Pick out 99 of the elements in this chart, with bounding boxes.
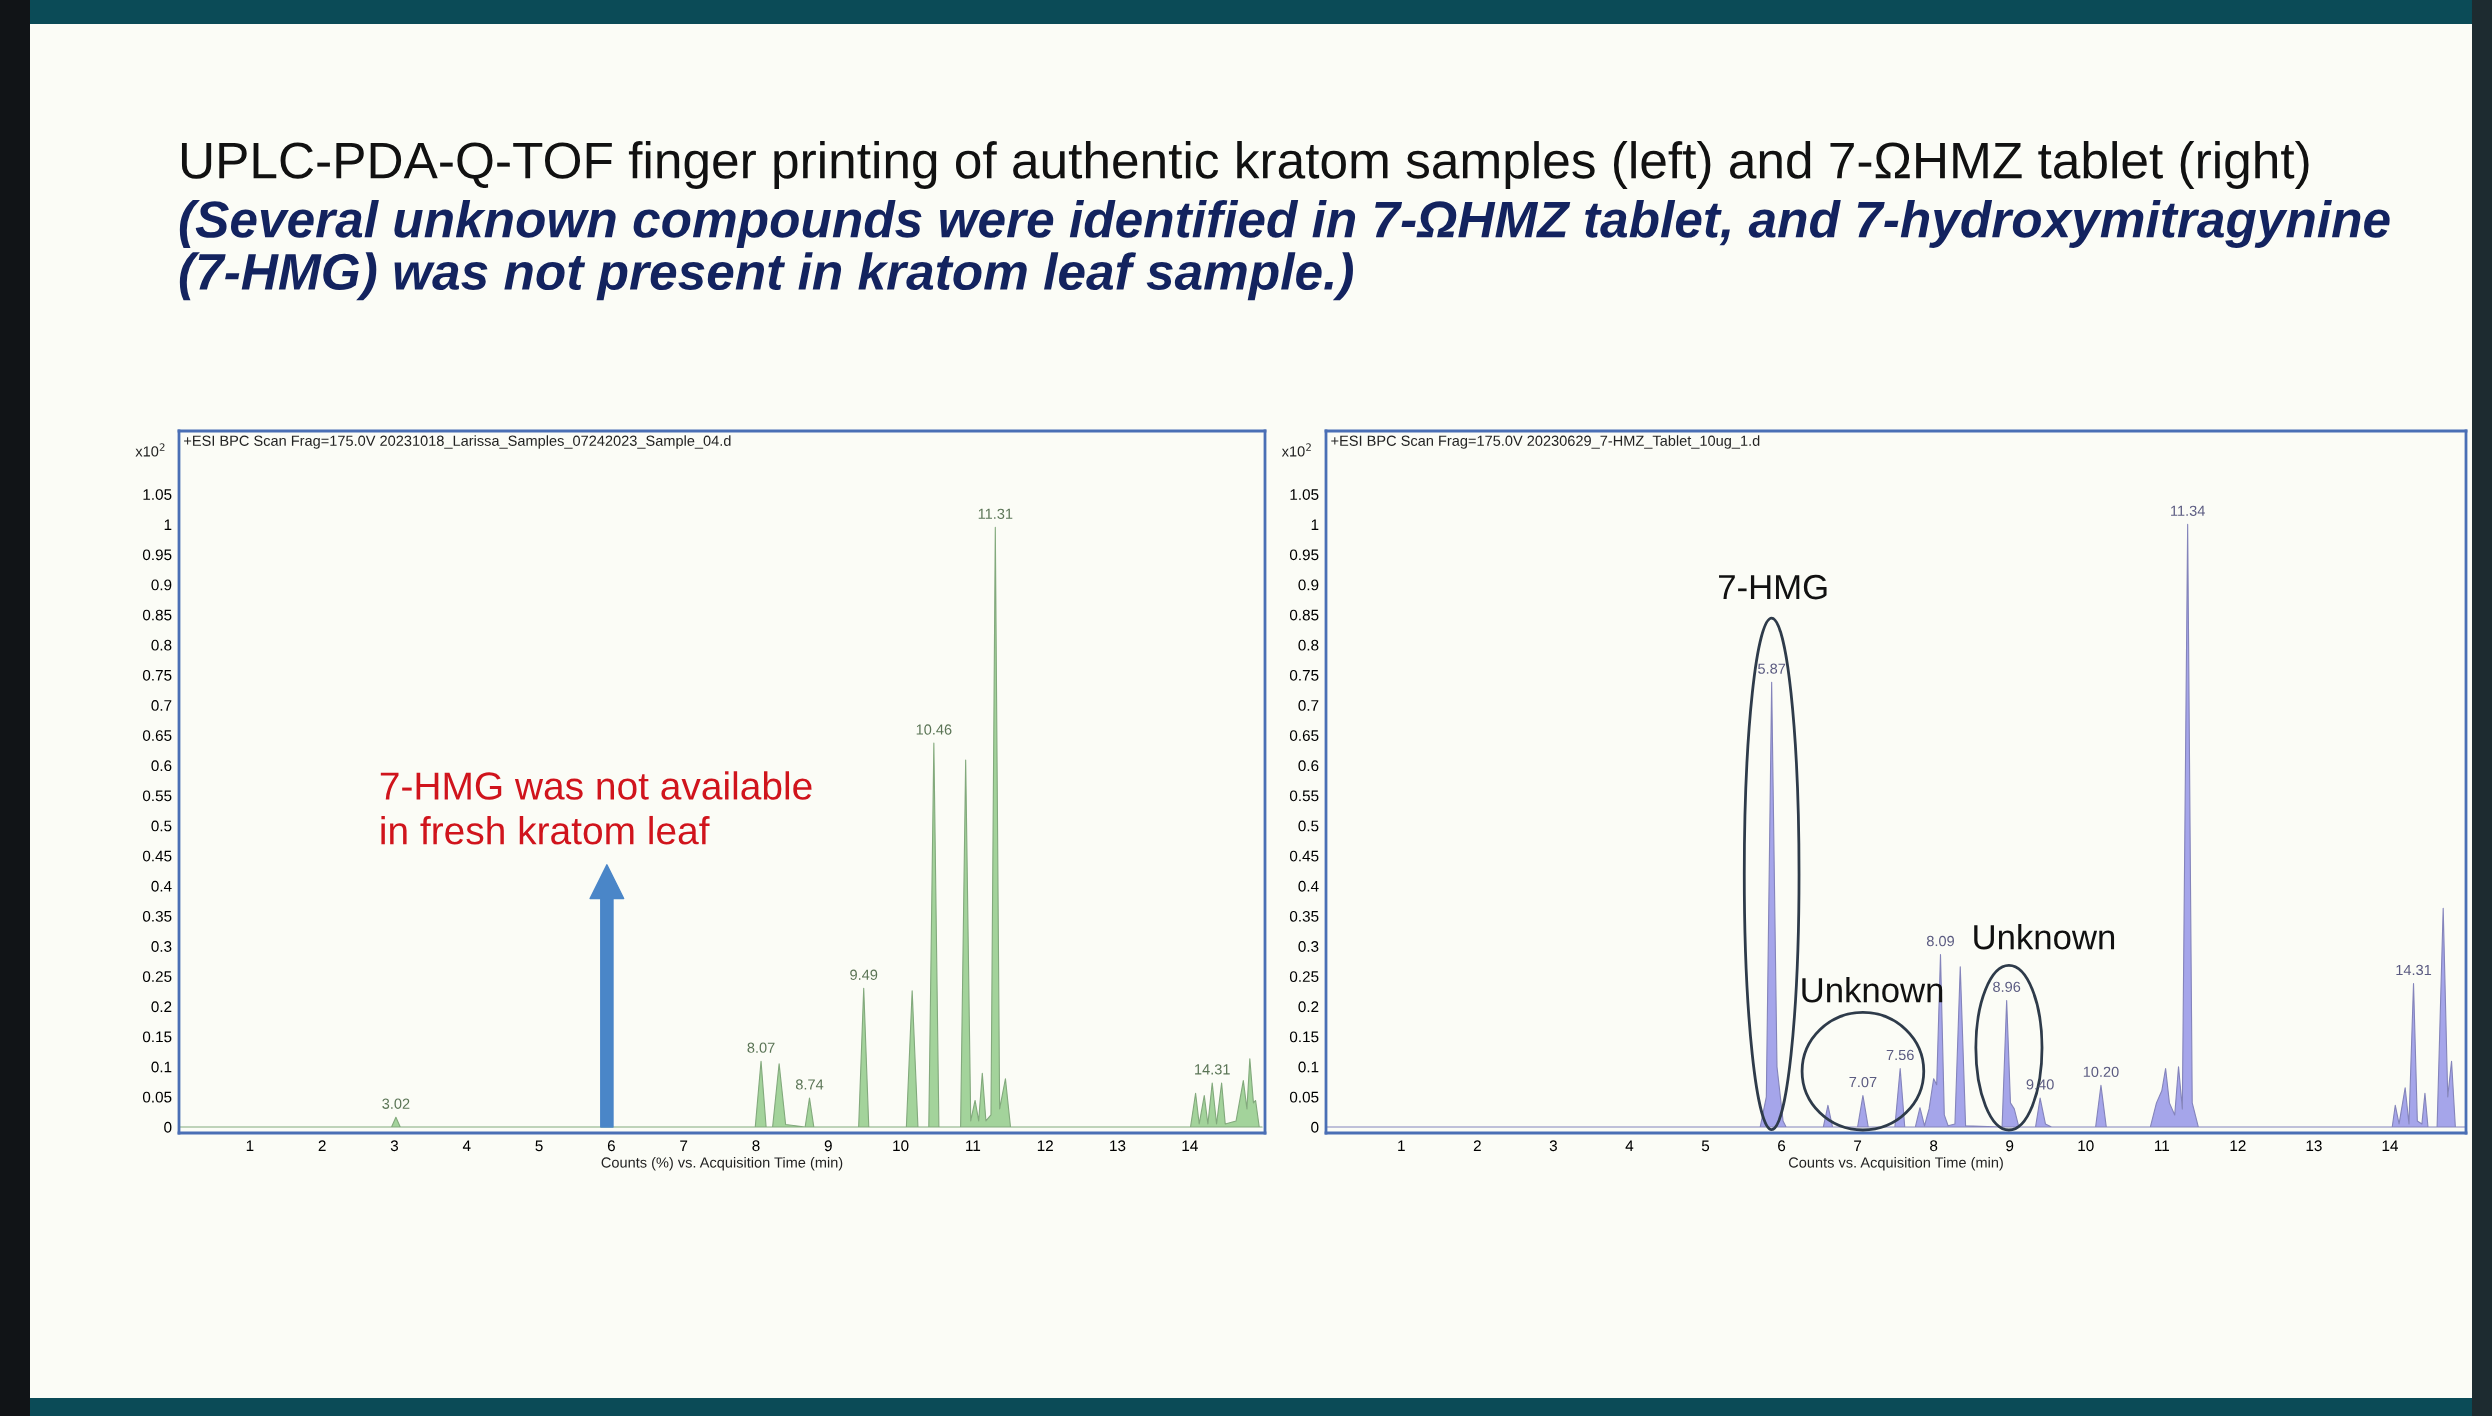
y-tick-label: 0.35: [142, 910, 172, 922]
y-tick-label: 0.85: [142, 609, 172, 621]
y-tick-label: 0.5: [151, 820, 172, 832]
annotation: 5.87: [1758, 663, 1786, 674]
x-tick-label: 7: [680, 1140, 688, 1152]
x-tick-label: 10: [893, 1140, 909, 1152]
y-tick-label: 0.05: [1289, 1091, 1319, 1103]
y-tick-label: 0.75: [1289, 669, 1319, 681]
x-tick-label: 12: [2230, 1140, 2246, 1152]
annotation: 11.34: [2171, 505, 2205, 516]
x-tick-label: 4: [1625, 1140, 1634, 1152]
text: (Several unknown compounds were identified in 7-ΩHMZ tablet, and 7-hydroxymitragynine (7-HMG) was not present in kratom leaf sample.): [179, 200, 2390, 301]
x-tick-label: 8: [752, 1140, 760, 1152]
x-tick-label: 12: [1037, 1140, 1053, 1152]
x-tick-label: 10: [2078, 1140, 2094, 1152]
x-tick-label: 13: [2306, 1140, 2322, 1152]
x-tick-label: 14: [2382, 1140, 2398, 1152]
y-tick-label: 1: [1311, 519, 1319, 530]
annotation: 7-HMG was not available in fresh kratom leaf: [380, 771, 812, 845]
y-tick-label: 0.4: [1298, 880, 1319, 892]
y-tick-label: 0.95: [1289, 549, 1319, 561]
y-tick-label: 0.2: [1298, 1001, 1319, 1013]
y-tick-label: 0.9: [151, 579, 172, 591]
y-tick-label: 0.25: [1289, 971, 1319, 983]
y-tick-label: 0.1: [1298, 1061, 1319, 1073]
y-tick-label: 0.55: [1289, 790, 1319, 802]
annotation: 10.46: [916, 724, 952, 735]
x-tick-label: 13: [1110, 1140, 1126, 1152]
x-tick-label: 11: [966, 1140, 981, 1152]
y-tick-label: 0.45: [142, 850, 172, 862]
x-tick-label: 1: [1398, 1140, 1405, 1152]
annotation: 11.31: [978, 508, 1013, 519]
x-axis-title: Counts (%) vs. Acquisition Time (min): [601, 1156, 843, 1171]
annotation: 9.49: [850, 969, 878, 980]
y-tick-label: 0.1: [151, 1061, 172, 1073]
x-tick-label: 3: [390, 1140, 399, 1152]
x-tick-label: 6: [607, 1140, 615, 1152]
annotation: 8.74: [795, 1079, 824, 1090]
annotation: 8.96: [1993, 981, 2021, 992]
annotation: 10.20: [2083, 1066, 2119, 1077]
annotation: 7-HMG: [1719, 574, 1827, 600]
y-tick-label: 0.3: [1298, 941, 1319, 952]
y-tick-label: 0: [164, 1121, 172, 1133]
y-tick-label: 0.7: [1298, 700, 1319, 711]
y-tick-label: 0.45: [1289, 850, 1319, 862]
annotation: 8.07: [747, 1042, 775, 1053]
y-tick-label: 0.6: [151, 760, 172, 772]
annotation: 14.31: [1195, 1064, 1230, 1075]
x-tick-label: 2: [1473, 1140, 1481, 1152]
y-tick-label: 0.85: [1289, 609, 1319, 621]
x-tick-label: 5: [1701, 1140, 1710, 1152]
y-tick-label: 1: [164, 519, 172, 530]
y-tick-label: 0.35: [1289, 910, 1319, 922]
y-tick-label: 0.65: [1289, 730, 1319, 741]
y-tick-label: 0.8: [151, 639, 172, 651]
y-tick-label: 1.05: [143, 489, 172, 500]
y-tick-label: 0.25: [142, 971, 172, 983]
y-tick-label: 0.65: [142, 730, 172, 741]
y-tick-label: 0.7: [151, 700, 172, 711]
y-tick-label: 0.8: [1298, 639, 1319, 651]
annotation: 8.09: [1926, 935, 1954, 947]
annotation: 7.07: [1849, 1076, 1877, 1088]
x-axis-title: Counts vs. Acquisition Time (min): [1788, 1156, 2003, 1171]
y-tick-label: 0.5: [1298, 820, 1319, 832]
x-tick-label: 4: [462, 1140, 471, 1152]
y-tick-label: 0.3: [151, 941, 172, 952]
x-tick-label: 3: [1549, 1140, 1557, 1152]
annotation: 7.56: [1886, 1049, 1914, 1061]
x-tick-label: 9: [2006, 1140, 2014, 1152]
x-tick-label: 11: [2155, 1140, 2169, 1152]
annotation: 14.31: [2396, 964, 2432, 976]
annotation: 3.02: [382, 1098, 410, 1109]
x-tick-label: 2: [318, 1140, 326, 1152]
y-tick-label: 0.55: [142, 790, 172, 802]
annotation: Unknown: [1974, 923, 2115, 950]
y-tick-label: 0.4: [151, 880, 172, 892]
chart-title: +ESI BPC Scan Frag=175.0V 20231018_Larissa_Samples_07242023_Sample_04.d: [184, 435, 731, 449]
y-tick-label: 0.75: [142, 669, 172, 681]
y-tick-label: 0.15: [142, 1031, 172, 1043]
chart-title: +ESI BPC Scan Frag=175.0V 20230629_7-HMZ_Tablet_10ug_1.d: [1331, 435, 1760, 449]
text: UPLC-PDA-Q-TOF finger printing of authentic kratom samples (left) and 7-ΩHMZ tablet (right): [181, 141, 2309, 189]
x-tick-label: 5: [535, 1140, 543, 1152]
y-tick-label: 0: [1311, 1121, 1319, 1133]
y-axis-title: x10$^{2}$: [135, 443, 165, 457]
annotation: Unknown: [1802, 977, 1943, 1003]
x-tick-label: 6: [1778, 1140, 1786, 1152]
x-tick-label: 8: [1930, 1140, 1938, 1152]
y-tick-label: 0.95: [142, 549, 172, 561]
y-tick-label: 0.2: [151, 1001, 172, 1013]
x-tick-label: 1: [246, 1140, 254, 1152]
x-tick-label: 14: [1182, 1140, 1198, 1152]
x-tick-label: 9: [824, 1140, 832, 1152]
y-tick-label: 0.9: [1298, 579, 1319, 591]
y-tick-label: 0.05: [142, 1091, 172, 1103]
y-tick-label: 0.15: [1289, 1031, 1319, 1043]
y-tick-label: 0.6: [1298, 760, 1319, 772]
y-tick-label: 1.05: [1290, 489, 1319, 500]
y-axis-title: x10$^{2}$: [1281, 443, 1311, 457]
x-tick-label: 7: [1854, 1140, 1862, 1152]
